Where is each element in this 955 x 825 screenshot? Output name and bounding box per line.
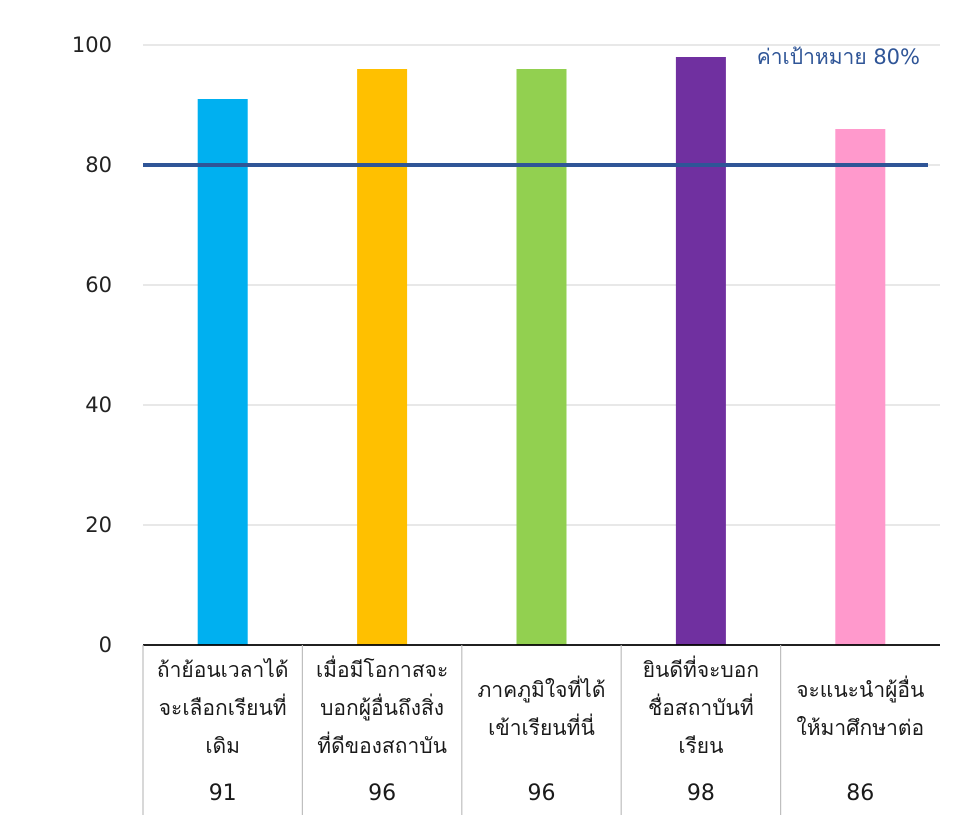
category-label-line: เข้าเรียนที่นี่ bbox=[488, 713, 595, 740]
data-table-value: 96 bbox=[368, 781, 396, 806]
y-tick-label: 40 bbox=[85, 393, 112, 417]
y-tick-label: 100 bbox=[72, 33, 112, 57]
category-label-line: จะเลือกเรียนที่ bbox=[159, 693, 287, 720]
bar bbox=[197, 99, 248, 645]
category-label: ถ้าย้อนเวลาได้จะเลือกเรียนที่เดิม bbox=[157, 658, 289, 758]
category-label-line: ให้มาศึกษาต่อ bbox=[796, 716, 924, 740]
bars bbox=[197, 57, 886, 645]
category-label-line: บอกผู้อื่นถึงสิ่ง bbox=[320, 693, 444, 721]
bar bbox=[357, 69, 408, 645]
data-table-value: 91 bbox=[209, 781, 237, 806]
category-label-line: ชื่อสถาบันที่ bbox=[648, 693, 754, 720]
data-table-value: 96 bbox=[528, 781, 556, 806]
category-label-line: เดิม bbox=[205, 734, 240, 758]
bar bbox=[835, 129, 886, 645]
category-label-line: ที่ดีของสถาบัน bbox=[317, 731, 447, 758]
category-label: ภาคภูมิใจที่ได้เข้าเรียนที่นี่ bbox=[478, 675, 606, 740]
category-label: จะแนะนำผู้อื่นให้มาศึกษาต่อ bbox=[796, 675, 924, 740]
category-label: เมื่อมีโอกาสจะบอกผู้อื่นถึงสิ่งที่ดีของส… bbox=[316, 655, 448, 758]
category-label-line: เมื่อมีโอกาสจะ bbox=[316, 655, 448, 682]
target-label: ค่าเป้าหมาย 80% bbox=[757, 45, 920, 69]
category-label-line: ยินดีที่จะบอก bbox=[643, 655, 759, 682]
data-table-value: 86 bbox=[846, 781, 874, 806]
category-label-line: ภาคภูมิใจที่ได้ bbox=[478, 675, 606, 703]
y-axis-ticks: 0 20 40 60 80 100 bbox=[72, 33, 112, 657]
y-tick-label: 80 bbox=[85, 153, 112, 177]
y-tick-label: 0 bbox=[99, 633, 112, 657]
y-tick-label: 60 bbox=[85, 273, 112, 297]
data-table: ถ้าย้อนเวลาได้จะเลือกเรียนที่เดิม 91 เมื่อ… bbox=[142, 645, 924, 815]
y-tick-label: 20 bbox=[85, 513, 112, 537]
target-line-group: ค่าเป้าหมาย 80% bbox=[143, 45, 928, 167]
category-label-line: ถ้าย้อนเวลาได้ bbox=[157, 658, 289, 682]
bar bbox=[516, 69, 567, 645]
category-label-line: เรียน bbox=[678, 734, 723, 758]
bar bbox=[675, 57, 726, 645]
data-table-value: 98 bbox=[687, 781, 715, 806]
category-label: ยินดีที่จะบอกชื่อสถาบันที่เรียน bbox=[643, 655, 759, 758]
category-label-line: จะแนะนำผู้อื่น bbox=[796, 675, 924, 703]
